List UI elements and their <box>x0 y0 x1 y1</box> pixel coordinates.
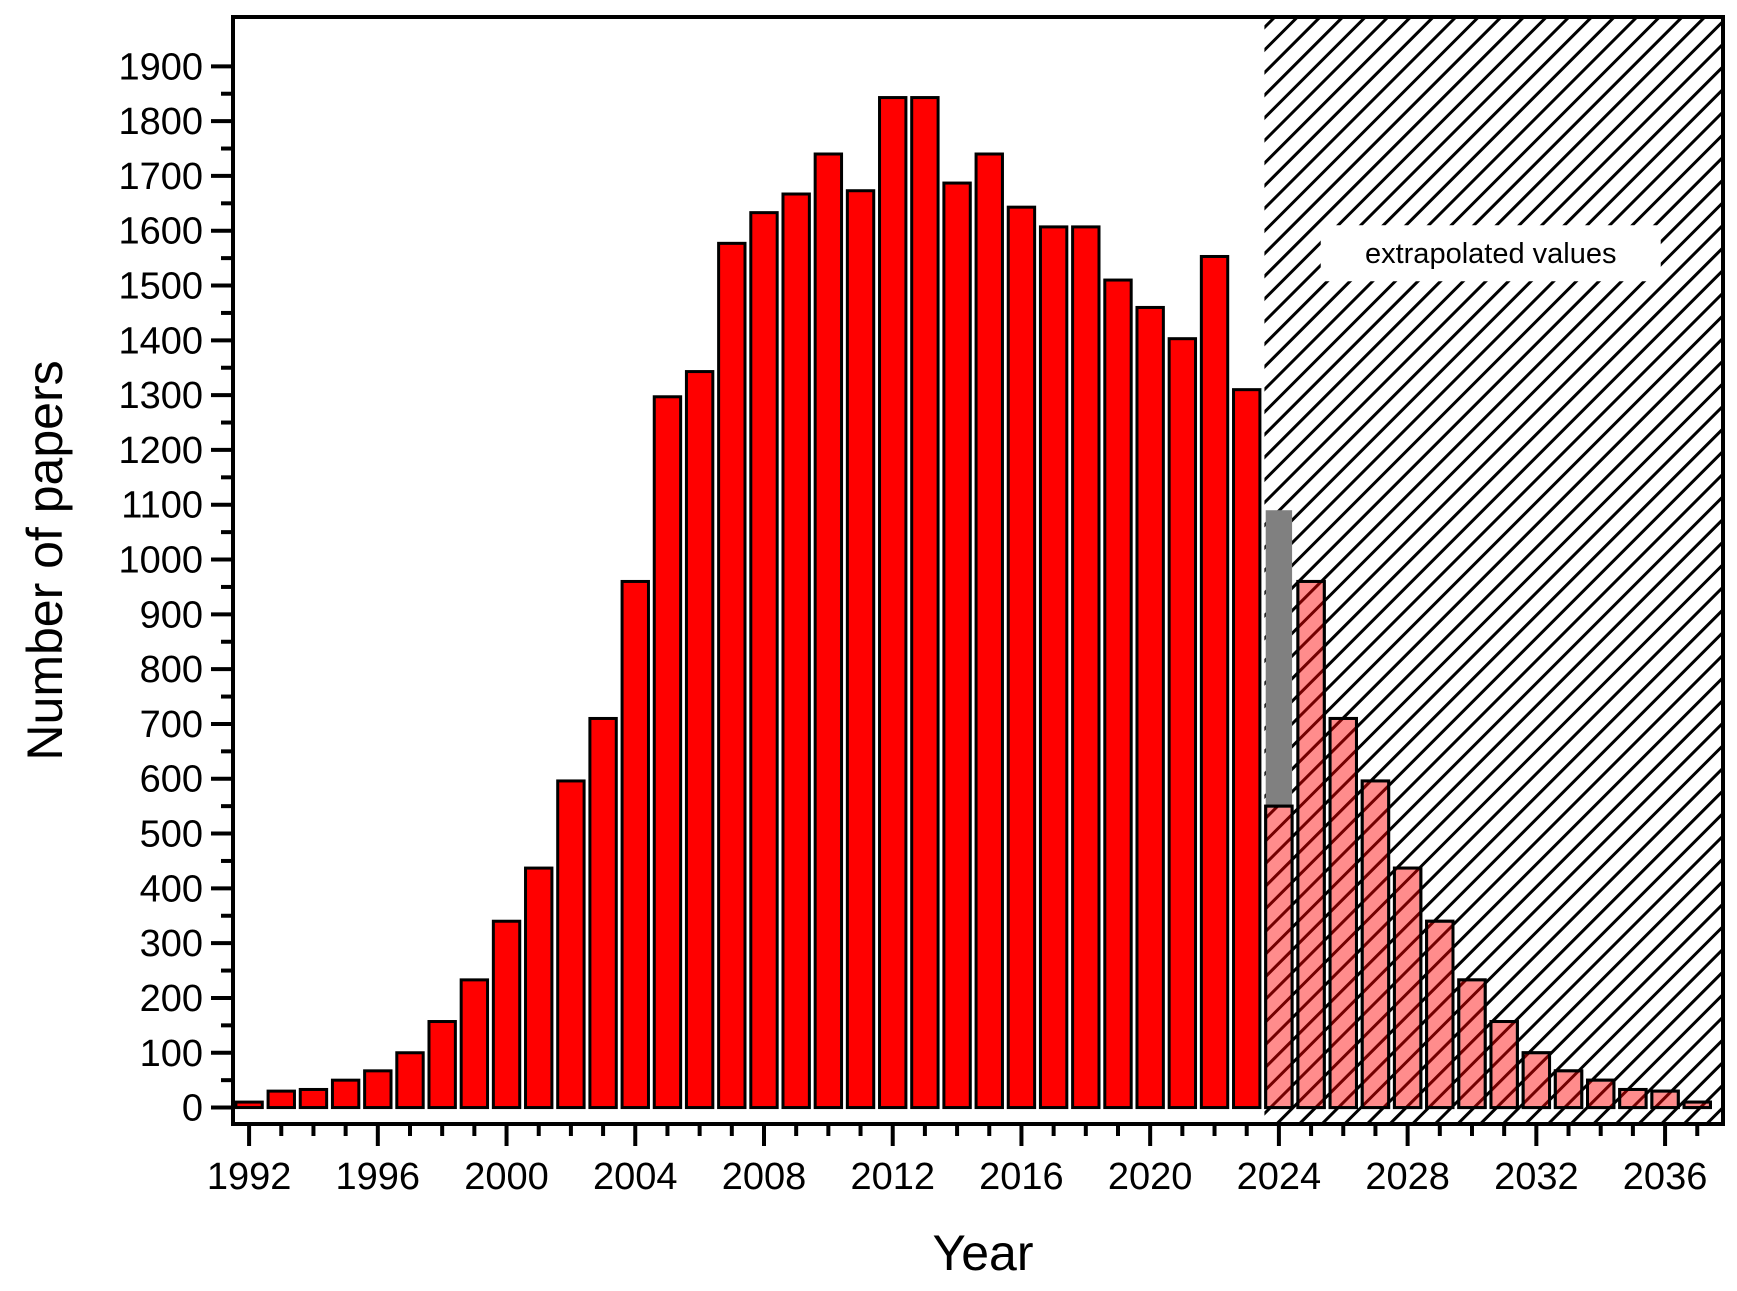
bar-2005 <box>652 395 683 1110</box>
y-tick-label: 1900 <box>118 46 203 88</box>
bar-hatch-2031 <box>1489 1020 1519 1110</box>
bar-1999 <box>459 978 490 1110</box>
bar-2011 <box>845 189 876 1110</box>
plot-frame <box>231 15 1725 1126</box>
x-tick-label: 2016 <box>979 1156 1064 1198</box>
y-tick-label: 1100 <box>121 485 203 527</box>
bar-hatch-2033 <box>1553 1069 1584 1110</box>
annotation-label: extrapolated values <box>1365 238 1617 270</box>
bar-hatch-2032 <box>1521 1051 1552 1110</box>
y-tick-label: 900 <box>140 594 203 636</box>
bar-2017 <box>1038 225 1069 1110</box>
x-tick-label: 2028 <box>1365 1156 1450 1198</box>
annotation-box <box>1320 225 1661 282</box>
y-axis-title: Number of papers <box>17 360 73 760</box>
y-tick-label: 1600 <box>118 211 203 253</box>
x-tick-label: 2000 <box>464 1156 549 1198</box>
y-tick-label: 1400 <box>118 320 203 362</box>
bar-2019 <box>1103 278 1133 1110</box>
bar-2004 <box>620 579 650 1110</box>
y-tick-label: 0 <box>182 1088 203 1130</box>
y-tick-label: 800 <box>140 649 203 691</box>
bar-2020 <box>1135 305 1165 1110</box>
bar-2003 <box>588 716 618 1110</box>
uncertainty-bar-2024 <box>1265 510 1293 807</box>
y-tick-label: 300 <box>140 923 203 965</box>
y-tick-label: 1700 <box>118 156 203 198</box>
bar-2010 <box>813 152 844 1110</box>
x-tick-label: 1992 <box>207 1156 292 1198</box>
bar-2022 <box>1199 254 1230 1110</box>
bar-2021 <box>1167 337 1198 1110</box>
x-axis-title: Year <box>932 1225 1033 1281</box>
y-tick-label: 200 <box>140 978 203 1020</box>
bar-2023 <box>1232 388 1262 1110</box>
y-tick-label: 1500 <box>118 266 203 308</box>
bar-hatch-2035 <box>1618 1087 1648 1110</box>
y-tick-label: 100 <box>140 1033 203 1075</box>
bar-hatch-2034 <box>1586 1078 1616 1110</box>
bar-2015 <box>974 152 1004 1110</box>
bar-hatch-2028 <box>1392 866 1423 1110</box>
x-tick-label: 2012 <box>850 1156 935 1198</box>
bar-1992 <box>234 1100 264 1110</box>
bar-2013 <box>910 96 940 1110</box>
bar-2007 <box>717 241 747 1110</box>
x-tick-label: 1996 <box>336 1156 421 1198</box>
bar-1997 <box>395 1051 425 1110</box>
bar-hatch-2030 <box>1457 978 1487 1110</box>
y-tick-label: 1000 <box>118 540 203 582</box>
y-tick-label: 1800 <box>118 101 203 143</box>
bar-hatch-2036 <box>1650 1089 1680 1110</box>
x-tick-label: 2004 <box>593 1156 678 1198</box>
bar-1995 <box>330 1078 361 1110</box>
x-tick-label: 2032 <box>1494 1156 1579 1198</box>
y-tick-label: 1300 <box>118 375 203 417</box>
bar-hatch-2025 <box>1296 579 1326 1110</box>
bar-hatch-2026 <box>1328 716 1358 1110</box>
x-tick-label: 2020 <box>1108 1156 1193 1198</box>
bar-2012 <box>878 96 908 1110</box>
bar-1998 <box>427 1020 457 1110</box>
y-tick-label: 400 <box>140 868 203 910</box>
bar-2016 <box>1006 205 1037 1110</box>
y-tick-label: 1200 <box>118 430 203 472</box>
bar-2009 <box>781 192 811 1110</box>
bar-2006 <box>684 370 715 1110</box>
bar-hatch-2027 <box>1360 779 1391 1110</box>
bar-1996 <box>363 1069 393 1110</box>
bar-2001 <box>524 866 554 1110</box>
bar-2008 <box>749 211 779 1110</box>
x-tick-label: 2008 <box>722 1156 807 1198</box>
bar-2018 <box>1071 225 1101 1110</box>
y-tick-label: 700 <box>140 704 203 746</box>
bar-2014 <box>942 181 972 1110</box>
y-tick-label: 500 <box>140 814 203 856</box>
x-tick-label: 2024 <box>1237 1156 1322 1198</box>
x-tick-label: 2036 <box>1623 1156 1708 1198</box>
bar-2000 <box>491 919 522 1110</box>
bar-1993 <box>266 1089 296 1110</box>
bar-2002 <box>556 779 586 1110</box>
bar-hatch-2029 <box>1425 919 1455 1110</box>
bar-hatch-2024 <box>1264 804 1294 1110</box>
bar-hatch-2037 <box>1682 1100 1712 1110</box>
y-tick-label: 600 <box>140 759 203 801</box>
bar-1994 <box>298 1087 329 1110</box>
